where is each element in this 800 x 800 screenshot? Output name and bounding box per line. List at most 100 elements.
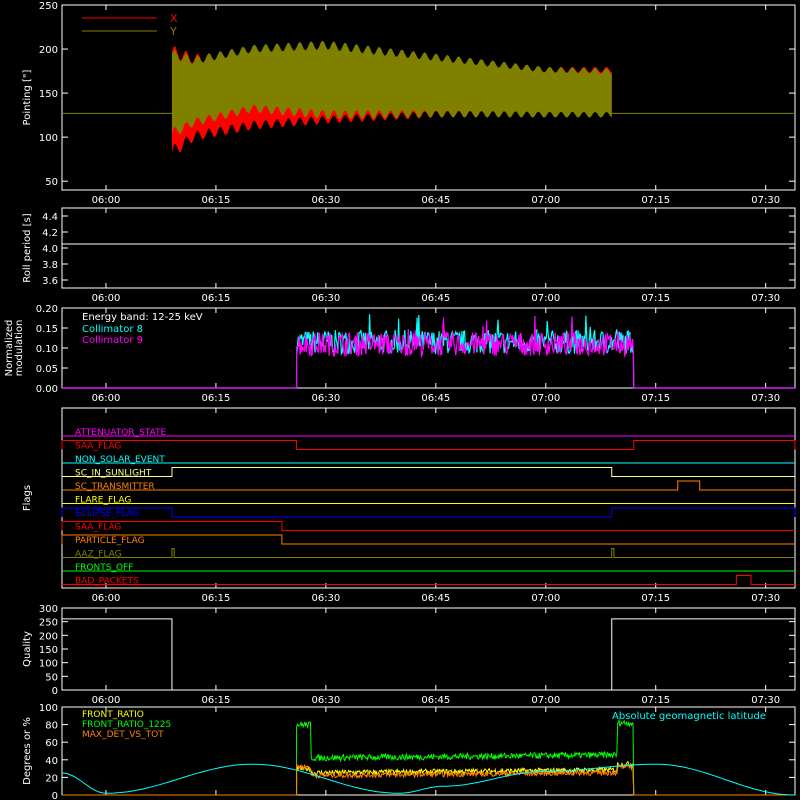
- y-axis-label: Normalized: [4, 320, 15, 377]
- y-tick-label: 50: [45, 177, 58, 188]
- x-tick-label: 06:45: [421, 695, 450, 706]
- flag-label: FRONTS_OFF: [75, 563, 133, 573]
- y-tick-label: 0.10: [36, 344, 58, 355]
- series-max-det-vs-tot: [62, 763, 795, 796]
- x-tick-label: 06:30: [311, 695, 340, 706]
- y-tick-label: 0: [52, 686, 58, 697]
- y-axis-label: Degrees or %: [22, 717, 33, 785]
- flag-label: SC_IN_SUNLIGHT: [75, 469, 152, 479]
- flag-label: FLARE_FLAG: [75, 496, 131, 506]
- flag-label: SAA_FLAG: [75, 523, 121, 533]
- x-tick-label: 06:00: [92, 195, 121, 206]
- energy-band-annotation: Energy band: 12-25 keV: [82, 312, 203, 323]
- y-tick-label: 200: [39, 45, 58, 56]
- y-tick-label: 200: [39, 631, 58, 642]
- y-tick-label: 0.00: [36, 384, 58, 395]
- x-tick-label: 06:15: [202, 695, 231, 706]
- x-tick-label: 07:30: [751, 195, 780, 206]
- y-tick-label: 0: [52, 791, 58, 800]
- x-tick-label: 07:15: [641, 695, 670, 706]
- legend-label-front-ratio-1225: FRONT_RATIO_1225: [82, 720, 171, 730]
- x-tick-label: 07:15: [641, 593, 670, 604]
- x-tick-label: 06:30: [311, 195, 340, 206]
- y-tick-label: 150: [39, 645, 58, 656]
- x-tick-label: 06:45: [421, 593, 450, 604]
- flag-trace: [61, 507, 796, 518]
- x-tick-label: 06:45: [421, 393, 450, 404]
- x-tick-label: 06:00: [92, 593, 121, 604]
- y-tick-label: 250: [39, 1, 58, 12]
- x-tick-label: 06:00: [92, 695, 121, 706]
- x-tick-label: 06:30: [311, 293, 340, 304]
- y-tick-label: 60: [45, 738, 58, 749]
- y-tick-label: 3.8: [42, 260, 58, 271]
- panel-6: 06:0006:1506:3006:4507:0007:1507:3002040…: [22, 703, 796, 800]
- series-absolute-geomagnetic-latitude: [61, 763, 796, 796]
- y-tick-label: 4.2: [42, 228, 58, 239]
- y-axis-label: Quality: [22, 631, 33, 667]
- y-tick-label: 3.6: [42, 276, 58, 287]
- x-tick-label: 06:45: [421, 195, 450, 206]
- y-axis-label: Roll period [s]: [22, 213, 33, 282]
- flag-trace: [61, 534, 795, 545]
- flag-trace: [61, 521, 795, 531]
- y-tick-label: 0.20: [36, 304, 58, 315]
- y-tick-label: 40: [45, 756, 58, 767]
- x-tick-label: 06:15: [202, 393, 231, 404]
- panel-frame: [61, 4, 796, 191]
- quality-trace: [62, 618, 795, 691]
- panel-3: 06:00 06:15 06:30 06:45 07:00 07:15 07:30 0.00 0…: [4, 304, 796, 404]
- x-tick-label: 07:00: [531, 293, 560, 304]
- x-tick-label: 06:45: [421, 293, 450, 304]
- legend-label-y: Y: [169, 25, 177, 38]
- flag-label: NON_SOLAR_EVENT: [75, 455, 165, 465]
- series-y-area: [171, 40, 612, 134]
- legend-label-front-ratio: FRONT_RATIO: [82, 710, 144, 720]
- x-tick-label: 06:00: [92, 393, 121, 404]
- flag-label: ATTENUATOR_STATE: [75, 428, 167, 438]
- y-tick-label: 300: [39, 604, 58, 615]
- flag-trace: [62, 467, 795, 477]
- panel-frame: [61, 407, 796, 589]
- x-tick-label: 07:15: [641, 393, 670, 404]
- y-tick-label: 250: [39, 618, 58, 629]
- x-tick-label: 07:00: [531, 695, 560, 706]
- panel-4: 06:00 06:15 06:30 06:45 07:00 07:15 07:30 Flags…: [22, 407, 796, 604]
- x-tick-label: 07:30: [751, 393, 780, 404]
- flag-label: SAA_FLAG: [75, 442, 121, 452]
- x-tick-label: 07:00: [531, 195, 560, 206]
- flag-trace: [62, 548, 795, 558]
- panel-1: 06:00 06:15 06:30 06:45 07:00 07:15 07:30 50 100…: [22, 1, 796, 206]
- y-axis-label: modulation: [14, 320, 25, 377]
- x-tick-label: 06:15: [202, 593, 231, 604]
- flag-label: PARTICLE_FLAG: [75, 536, 145, 546]
- x-tick-label: 07:00: [531, 593, 560, 604]
- modulation-series-9: [62, 315, 795, 389]
- y-tick-label: 100: [39, 133, 58, 144]
- x-tick-label: 07:00: [531, 393, 560, 404]
- y-tick-label: 100: [39, 659, 58, 670]
- y-tick-label: 50: [45, 672, 58, 683]
- flag-trace: [61, 440, 796, 450]
- legend-label-max-det-vs-tot: MAX_DET_VS_TOT: [82, 730, 164, 740]
- x-tick-label: 07:30: [751, 593, 780, 604]
- panel-2: 06:00 06:15 06:30 06:45 07:00 07:15 07:30 3.6 3.…: [22, 207, 796, 304]
- y-tick-label: 100: [39, 703, 58, 714]
- y-tick-label: 4.0: [42, 244, 58, 255]
- legend-label-collimator-8: Collimator 8: [82, 324, 143, 335]
- x-tick-label: 06:30: [311, 393, 340, 404]
- flag-label: BAD_PACKETS: [75, 577, 139, 587]
- y-tick-label: 150: [39, 89, 58, 100]
- x-tick-label: 06:15: [202, 195, 231, 206]
- y-tick-label: 4.4: [42, 212, 58, 223]
- flag-trace: [62, 575, 795, 585]
- flag-label: ECLIPSE_FLAG: [75, 509, 139, 519]
- flag-label: AAZ_FLAG: [75, 550, 122, 560]
- y-tick-label: 0.15: [36, 324, 58, 335]
- y-axis-label: Flags: [22, 485, 33, 511]
- legend-label-geomagnetic-latitude: Absolute geomagnetic latitude: [612, 711, 766, 722]
- x-tick-label: 07:15: [641, 293, 670, 304]
- flag-label: SC_TRANSMITTER: [75, 482, 155, 492]
